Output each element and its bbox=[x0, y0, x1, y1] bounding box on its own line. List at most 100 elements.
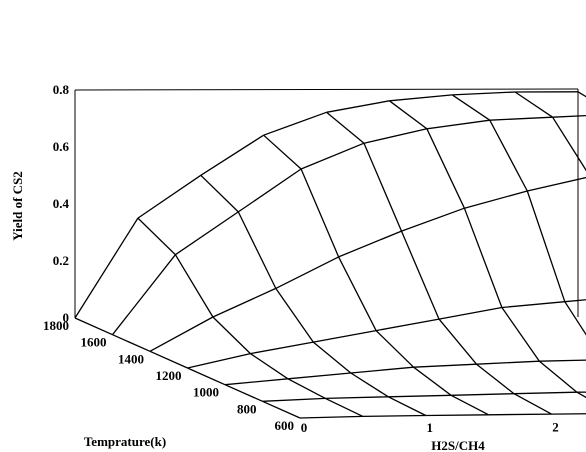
surface-mesh bbox=[74, 91, 586, 419]
mesh-line-ratio bbox=[275, 288, 314, 343]
mesh-line-temperature bbox=[576, 391, 586, 393]
mesh-line-ratio bbox=[174, 254, 214, 318]
y-tick-label: 1400 bbox=[118, 351, 144, 366]
x-axis-label: H2S/CH4 bbox=[431, 438, 485, 452]
mesh-line-ratio bbox=[538, 360, 578, 393]
mesh-line-temperature bbox=[137, 174, 202, 219]
mesh-line-temperature bbox=[250, 341, 314, 355]
mesh-line-ratio bbox=[363, 142, 403, 232]
mesh-line-ratio bbox=[489, 119, 528, 192]
x-tick-label: 1 bbox=[427, 420, 434, 435]
mesh-line-ratio bbox=[325, 397, 364, 417]
mesh-line-temperature bbox=[299, 415, 363, 419]
mesh-line-temperature bbox=[350, 366, 414, 374]
mesh-line-ratio bbox=[463, 207, 503, 308]
mesh-line-ratio bbox=[187, 367, 226, 386]
mesh-line-ratio bbox=[350, 372, 389, 398]
mesh-line-temperature bbox=[200, 134, 264, 176]
y-tick-label: 600 bbox=[275, 418, 295, 433]
mesh-line-temperature bbox=[539, 359, 586, 362]
mesh-line-temperature bbox=[389, 94, 453, 102]
mesh-line-ratio bbox=[400, 230, 440, 320]
mesh-line-temperature bbox=[551, 413, 586, 415]
mesh-line-ratio bbox=[450, 394, 489, 416]
tick-labels: 00.20.40.60.8600800100012001400160018000… bbox=[43, 82, 559, 435]
mesh-line-ratio bbox=[526, 190, 566, 302]
mesh-line-temperature bbox=[552, 114, 586, 118]
y-tick-label: 1600 bbox=[81, 335, 107, 350]
mesh-line-ratio bbox=[513, 393, 552, 415]
mesh-line-temperature bbox=[388, 394, 452, 398]
mesh-line-temperature bbox=[501, 301, 565, 309]
mesh-line-ratio bbox=[300, 168, 340, 258]
mesh-line-ratio bbox=[74, 317, 113, 336]
mesh-line-temperature bbox=[438, 306, 503, 320]
mesh-line-temperature bbox=[287, 372, 351, 380]
mesh-line-ratio bbox=[501, 307, 540, 362]
mesh-line-ratio bbox=[413, 366, 452, 396]
mesh-line-ratio bbox=[250, 353, 289, 380]
mesh-line-temperature bbox=[111, 254, 176, 336]
mesh-line-ratio bbox=[262, 400, 301, 419]
mesh-line-temperature bbox=[262, 397, 326, 402]
mesh-line-temperature bbox=[149, 316, 214, 352]
mesh-line-temperature bbox=[275, 256, 339, 289]
y-axis-label: Temprature(k) bbox=[84, 434, 166, 449]
mesh-line-ratio bbox=[514, 91, 553, 118]
box-edge-top-back bbox=[74, 88, 579, 91]
x-tick-label: 0 bbox=[301, 420, 308, 435]
mesh-line-ratio bbox=[476, 363, 515, 395]
y-tick-label: 1000 bbox=[193, 385, 219, 400]
y-tick-label: 1200 bbox=[156, 368, 182, 383]
mesh-line-temperature bbox=[425, 414, 489, 417]
mesh-line-temperature bbox=[325, 396, 389, 400]
mesh-line-ratio bbox=[388, 396, 427, 417]
mesh-line-ratio bbox=[389, 100, 428, 130]
mesh-line-ratio bbox=[263, 134, 302, 170]
mesh-line-ratio bbox=[200, 174, 239, 213]
mesh-line-ratio bbox=[338, 256, 377, 331]
mesh-line-temperature bbox=[489, 116, 553, 121]
mesh-line-temperature bbox=[74, 217, 139, 319]
z-tick-label: 0.4 bbox=[53, 196, 70, 211]
mesh-line-ratio bbox=[552, 116, 586, 172]
mesh-line-ratio bbox=[576, 391, 586, 399]
z-tick-label: 0.2 bbox=[53, 253, 69, 268]
y-tick-label: 800 bbox=[237, 401, 257, 416]
mesh-line-ratio bbox=[212, 316, 251, 355]
y-tick-label: 1800 bbox=[43, 318, 69, 333]
mesh-line-temperature bbox=[488, 413, 552, 416]
mesh-line-temperature bbox=[476, 360, 540, 365]
mesh-line-temperature bbox=[513, 391, 577, 395]
mesh-line-ratio bbox=[137, 217, 176, 256]
mesh-line-temperature bbox=[338, 230, 402, 258]
mesh-line-ratio bbox=[224, 384, 263, 402]
mesh-line-temperature bbox=[426, 119, 490, 130]
z-tick-label: 0 bbox=[63, 310, 70, 325]
z-axis-label: Yield of CS2 bbox=[10, 171, 25, 241]
mesh-line-temperature bbox=[237, 168, 302, 213]
mesh-line-temperature bbox=[564, 299, 586, 303]
mesh-line-temperature bbox=[464, 190, 528, 209]
mesh-line-temperature bbox=[452, 91, 516, 96]
mesh-line-ratio bbox=[577, 91, 586, 98]
mesh-line-ratio bbox=[451, 94, 491, 121]
z-tick-label: 0.8 bbox=[53, 82, 70, 97]
mesh-line-temperature bbox=[527, 176, 586, 192]
mesh-line-temperature bbox=[313, 329, 377, 343]
mesh-line-ratio bbox=[312, 341, 352, 374]
mesh-line-temperature bbox=[224, 378, 288, 386]
mesh-line-temperature bbox=[326, 100, 390, 113]
mesh-line-ratio bbox=[149, 350, 188, 369]
axes-box bbox=[74, 88, 579, 318]
mesh-line-ratio bbox=[564, 301, 586, 336]
mesh-line-temperature bbox=[175, 211, 239, 256]
mesh-line-temperature bbox=[212, 287, 277, 318]
z-tick-label: 0.6 bbox=[53, 139, 70, 154]
mesh-line-temperature bbox=[300, 142, 365, 170]
mesh-line-ratio bbox=[438, 318, 477, 365]
mesh-line-temperature bbox=[401, 207, 465, 232]
mesh-line-temperature bbox=[451, 393, 515, 396]
mesh-line-temperature bbox=[187, 352, 251, 369]
